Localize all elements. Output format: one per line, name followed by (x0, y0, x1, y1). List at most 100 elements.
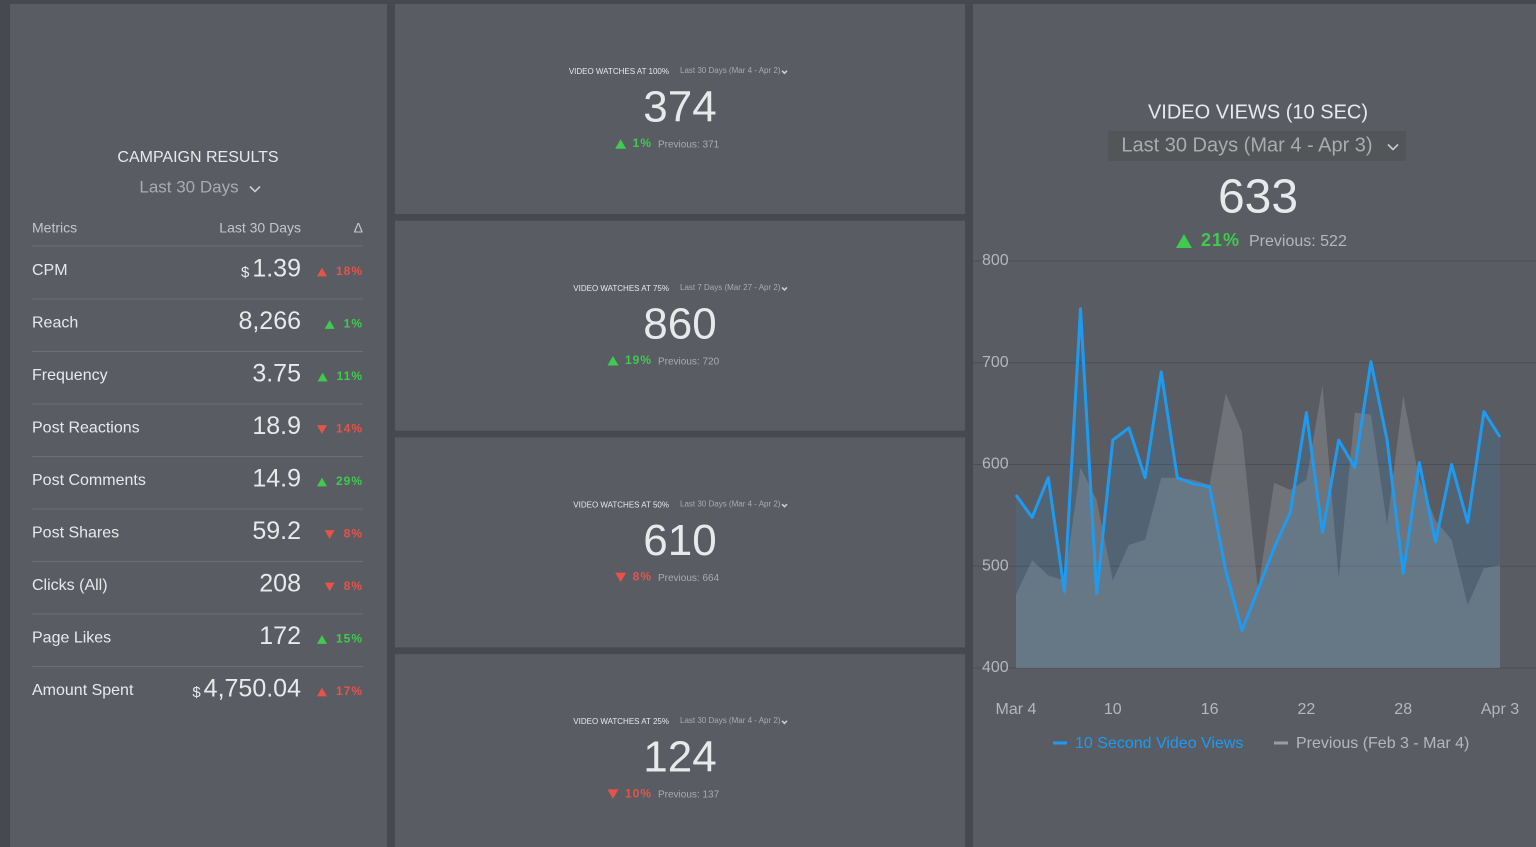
trend-arrow (607, 355, 619, 366)
x-tick-label: 22 (1298, 701, 1316, 718)
card-range[interactable]: Last 30 Days (Mar 4 - Apr 2) (680, 500, 781, 509)
metric-change: 1% (344, 317, 363, 331)
y-tick-label: 600 (982, 456, 1009, 473)
y-tick-label: 500 (982, 557, 1009, 574)
trend-arrow (607, 789, 619, 799)
trend-arrow (615, 572, 627, 583)
chart-total: 633 (1218, 171, 1298, 224)
metric-card (395, 220, 965, 431)
trend-arrow (316, 267, 327, 277)
dropdown-chevron[interactable] (781, 720, 788, 725)
metric-value: 172 (259, 622, 301, 650)
card-title: VIDEO WATCHES AT 50% (573, 501, 669, 510)
chart-subtitle[interactable]: Last 30 Days (Mar 4 - Apr 3) (1121, 134, 1372, 156)
metric-card (395, 437, 965, 648)
metric-value: 18.9 (252, 412, 301, 440)
card-previous: Previous: 664 (658, 573, 720, 584)
card-title: VIDEO WATCHES AT 75% (573, 284, 669, 293)
metric-change: 29% (336, 474, 363, 488)
metric-change: 11% (337, 369, 363, 383)
card-previous: Previous: 720 (658, 356, 720, 367)
currency-symbol: $ (241, 264, 250, 281)
card-range[interactable]: Last 30 Days (Mar 4 - Apr 2) (680, 66, 781, 75)
x-tick-label: 10 (1104, 701, 1122, 718)
trend-arrow (316, 635, 327, 644)
metric-name: Clicks (All) (32, 577, 108, 594)
series-line (1014, 307, 1502, 632)
metric-value: 8,266 (238, 307, 301, 335)
dropdown-chevron[interactable] (781, 286, 788, 292)
trend-arrow (324, 530, 335, 539)
legend-label[interactable]: 10 Second Video Views (1075, 735, 1243, 752)
dropdown-chevron[interactable] (1387, 143, 1399, 151)
x-tick-label: Mar 4 (996, 701, 1037, 718)
metric-name: Post Shares (32, 525, 119, 542)
metric-name: CPM (32, 262, 68, 279)
column-header: Δ (354, 220, 363, 236)
metric-value: 3.75 (252, 360, 301, 388)
trend-arrow (316, 477, 327, 487)
trend-arrow (324, 320, 335, 329)
card-value: 124 (643, 733, 716, 782)
trend-arrow (316, 425, 327, 434)
card-range[interactable]: Last 30 Days (Mar 4 - Apr 2) (680, 716, 781, 725)
card-change: 19% (625, 353, 652, 367)
trend-arrow (1175, 234, 1192, 248)
previous-area (1016, 385, 1500, 668)
card-previous: Previous: 137 (658, 790, 720, 801)
metric-change: 17% (336, 684, 363, 698)
metric-change: 15% (336, 632, 363, 646)
dropdown-chevron[interactable] (249, 185, 261, 193)
metric-value: 59.2 (252, 517, 301, 545)
chart-change: 21% (1201, 230, 1240, 250)
dropdown-chevron[interactable] (781, 503, 788, 508)
trend-arrow (317, 372, 328, 382)
card-change: 10% (625, 786, 652, 800)
column-header: Metrics (32, 220, 77, 236)
y-tick-label: 800 (982, 252, 1009, 269)
x-tick-label: 16 (1201, 701, 1219, 718)
series-area (1016, 308, 1500, 668)
trend-arrow (615, 139, 627, 149)
metric-name: Post Comments (32, 472, 146, 489)
legend-label[interactable]: Previous (Feb 3 - Mar 4) (1296, 735, 1469, 752)
metric-name: Reach (32, 315, 78, 332)
card-value: 374 (643, 83, 716, 132)
metric-name: Page Likes (32, 630, 111, 647)
metric-name: Post Reactions (32, 420, 140, 437)
dropdown-chevron[interactable] (781, 70, 788, 75)
currency-symbol: $ (192, 684, 201, 701)
card-value: 860 (643, 299, 716, 348)
metric-card (395, 4, 965, 214)
card-change: 8% (633, 570, 652, 584)
metric-value: 4,750.04 (204, 675, 301, 703)
card-title: VIDEO WATCHES AT 25% (573, 717, 669, 726)
metric-change: 8% (344, 579, 363, 593)
card-range[interactable]: Last 7 Days (Mar 27 - Apr 2) (680, 283, 781, 292)
chart-panel (973, 4, 1536, 847)
metric-name: Amount Spent (32, 682, 134, 699)
metric-change: 18% (336, 264, 363, 278)
column-header: Last 30 Days (219, 220, 301, 236)
metric-value: 14.9 (252, 465, 301, 493)
chart-previous: Previous: 522 (1249, 233, 1347, 250)
x-tick-label: 28 (1394, 701, 1412, 718)
chart-title: VIDEO VIEWS (10 SEC) (1148, 101, 1368, 123)
metric-change: 14% (336, 422, 363, 436)
panel-title: CAMPAIGN RESULTS (117, 149, 278, 166)
metric-value: 1.39 (252, 255, 301, 283)
trend-arrow (324, 582, 335, 592)
y-tick-label: 400 (982, 659, 1009, 676)
range-dropdown-bg (1108, 131, 1406, 161)
metric-name: Frequency (32, 367, 108, 384)
metric-card (395, 654, 965, 847)
range-dropdown[interactable]: Last 30 Days (139, 177, 238, 196)
x-tick-label: Apr 3 (1481, 701, 1519, 718)
card-title: VIDEO WATCHES AT 100% (569, 67, 669, 76)
metric-change: 8% (344, 527, 363, 541)
card-change: 1% (633, 136, 652, 150)
card-previous: Previous: 371 (658, 140, 720, 151)
card-value: 610 (643, 516, 716, 565)
